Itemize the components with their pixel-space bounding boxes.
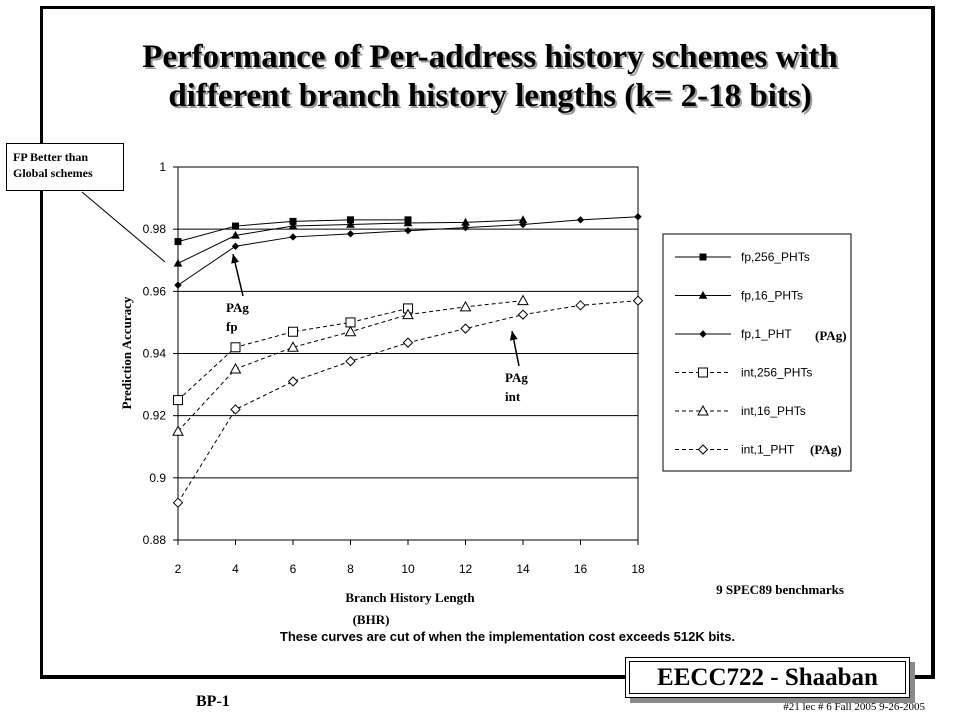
point-fp,256_PHTs-4 (232, 222, 239, 230)
x-axis-title: Branch History Length (345, 590, 475, 605)
point-int,1_PHT-6 (287, 376, 299, 387)
x-tick-label-5: 12 (459, 562, 473, 576)
fp-better-callout: FP Better than Global schemes (6, 143, 124, 191)
pag-int-arrow-head (509, 331, 518, 341)
point-fp,1_PHT-8 (346, 230, 355, 238)
point-fp,1_PHT-16 (576, 216, 585, 224)
point-fp,1_PHT-10 (404, 227, 412, 235)
point-fp,16_PHTs-4 (231, 230, 240, 239)
point-int,1_PHT-12 (460, 323, 471, 334)
point-fp,1_PHT-6 (289, 233, 297, 241)
slide-title: Performance of Per-address history schem… (45, 38, 935, 116)
x-tick-label-3: 8 (347, 562, 354, 576)
legend-label-fp,1_PHT: fp,1_PHT (741, 327, 792, 341)
point-int,16_PHTs-8 (344, 325, 357, 337)
x-tick-label-2: 6 (290, 562, 297, 576)
legend-label-int,256_PHTs: int,256_PHTs (741, 366, 812, 380)
point-fp,1_PHT-2 (174, 281, 182, 289)
y-tick-label-0: 0.88 (143, 533, 167, 547)
x-tick-label-4: 10 (401, 562, 415, 576)
point-int,1_PHT-8 (345, 356, 356, 367)
slide-title-line1: Performance of Per-address history schem… (142, 39, 838, 75)
callout-leader-line (81, 191, 166, 263)
point-int,1_PHT-16 (575, 300, 586, 311)
legend-marker-fp,256_PHTs (699, 253, 707, 261)
y-tick-label-3: 0.94 (143, 347, 167, 361)
point-fp,16_PHTs-8 (346, 219, 355, 228)
point-int,1_PHT-18 (632, 295, 644, 306)
point-int,16_PHTs-6 (287, 341, 299, 352)
point-int,16_PHTs-12 (459, 300, 472, 312)
legend-marker-int,256_PHTs (698, 367, 708, 378)
pag-int-annotation: PAg int (505, 368, 528, 406)
point-fp,16_PHTs-10 (403, 218, 413, 227)
cost-note: These curves are cut of when the impleme… (279, 629, 736, 644)
legend-pag-label-fp: (PAg) (815, 328, 847, 343)
callout-line1: FP Better than (13, 150, 89, 164)
point-int,256_PHTs-8 (345, 317, 356, 328)
legend-label-fp,256_PHTs: fp,256_PHTs (741, 250, 810, 264)
point-int,16_PHTs-2 (172, 425, 184, 436)
legend-box (662, 233, 852, 472)
slide-ref: BP-1 (196, 693, 230, 710)
point-int,1_PHT-2 (172, 497, 184, 508)
x-axis-subtitle: (BHR) (353, 612, 390, 627)
callout-line2: Global schemes (13, 166, 93, 180)
point-int,1_PHT-4 (230, 404, 241, 415)
legend-marker-int,16_PHTs (697, 404, 709, 416)
legend-marker-int,1_PHT (697, 444, 709, 455)
point-fp,1_PHT-12 (461, 223, 470, 232)
y-tick-label-2: 0.92 (143, 409, 167, 423)
point-fp,16_PHTs-6 (288, 221, 298, 230)
point-fp,1_PHT-14 (519, 220, 527, 229)
pag-fp-line2: fp (226, 319, 238, 334)
series-line-int,256_PHTs (177, 307, 409, 401)
course-badge: EECC722 - Shaaban (625, 657, 910, 698)
course-badge-text: EECC722 - Shaaban (629, 661, 906, 694)
point-fp,1_PHT-18 (634, 213, 642, 221)
legend-marker-fp,16_PHTs (698, 290, 708, 299)
legend-label-fp,16_PHTs: fp,16_PHTs (741, 289, 803, 303)
point-int,16_PHTs-4 (229, 363, 242, 374)
pag-int-line1: PAg (505, 370, 528, 385)
pag-fp-line1: PAg (226, 300, 249, 315)
pag-int-line2: int (505, 389, 521, 404)
point-int,1_PHT-14 (517, 309, 529, 320)
x-tick-label-8: 18 (631, 562, 645, 576)
x-tick-label-6: 14 (516, 562, 530, 576)
x-tick-label-7: 16 (574, 562, 588, 576)
slide-title-line2: different branch history lengths (k= 2-1… (168, 78, 812, 114)
slide-frame (40, 6, 935, 679)
legend-marker-fp,1_PHT (699, 330, 707, 338)
point-fp,1_PHT-4 (231, 242, 240, 250)
lecture-info: #21 lec # 6 Fall 2005 9-26-2005 (783, 701, 925, 713)
point-fp,16_PHTs-2 (173, 258, 183, 267)
point-int,256_PHTs-2 (173, 395, 183, 406)
x-tick-label-1: 4 (232, 562, 239, 576)
point-int,16_PHTs-10 (402, 308, 414, 320)
y-tick-label-5: 0.98 (143, 222, 167, 236)
y-tick-label-4: 0.96 (143, 284, 167, 298)
point-int,16_PHTs-14 (517, 294, 529, 306)
point-int,256_PHTs-4 (230, 342, 241, 353)
x-tick-label-0: 2 (175, 562, 182, 576)
y-tick-label-1: 0.9 (149, 471, 166, 485)
plot-area (177, 166, 639, 541)
legend-label-int,16_PHTs: int,16_PHTs (741, 404, 806, 418)
pag-fp-annotation: PAg fp (226, 298, 249, 336)
y-tick-label-6: 1 (159, 160, 166, 174)
point-int,1_PHT-10 (402, 337, 414, 348)
series-line-fp,1_PHT (177, 216, 639, 286)
point-fp,256_PHTs-2 (174, 238, 182, 246)
pag-fp-arrow-head (231, 254, 239, 264)
legend-pag-label-int: (PAg) (810, 442, 842, 457)
point-int,256_PHTs-6 (288, 326, 298, 337)
benchmarks-note: 9 SPEC89 benchmarks (716, 582, 844, 597)
y-axis-title: Prediction Accuracy (119, 296, 134, 409)
legend-label-int,1_PHT: int,1_PHT (741, 443, 795, 457)
